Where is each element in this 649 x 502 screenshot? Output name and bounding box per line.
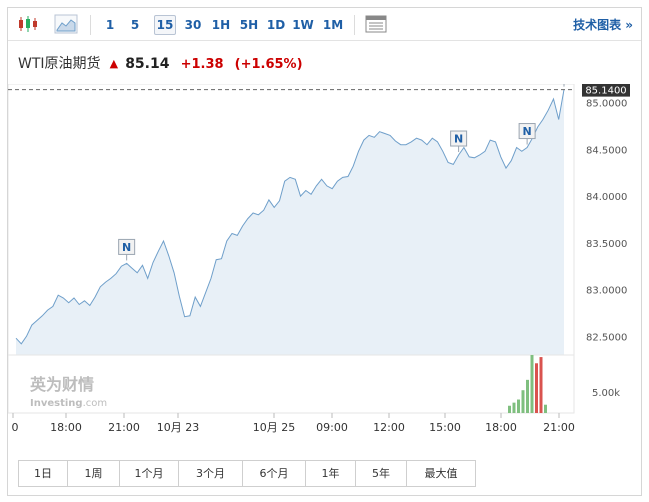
- range-button-0[interactable]: 1日: [19, 461, 68, 486]
- volume-bar: [521, 390, 525, 413]
- interval-1h[interactable]: 1H: [211, 18, 231, 32]
- news-marker[interactable]: N: [518, 123, 536, 145]
- news-marker[interactable]: N: [556, 84, 572, 87]
- toolbar-divider: [90, 15, 91, 35]
- price-tick-label: 83.5000: [586, 239, 627, 250]
- time-tick-label: 21:00: [108, 421, 140, 434]
- area-chart-icon[interactable]: [54, 14, 78, 34]
- watermark-brand-cn: 英为财情: [29, 375, 94, 394]
- volume-bar: [539, 357, 543, 413]
- price-tick-label: 85.0000: [586, 99, 627, 110]
- interval-5[interactable]: 5: [130, 18, 140, 32]
- price-line: [15, 89, 565, 345]
- price-tick-label: 84.5000: [586, 145, 627, 156]
- volume-tick-label: 5.00k: [592, 388, 620, 399]
- range-button-4[interactable]: 6个月: [243, 461, 306, 486]
- interval-1m[interactable]: 1M: [322, 18, 344, 32]
- volume-bar: [512, 402, 516, 413]
- range-selector: 1日 1周 1个月 3个月 6个月 1年 5年 最大值: [18, 460, 476, 487]
- toolbar-divider: [354, 15, 355, 35]
- time-tick-label: 18:00: [485, 421, 517, 434]
- interval-15[interactable]: 15: [154, 15, 176, 35]
- interval-30[interactable]: 30: [184, 18, 202, 32]
- news-marker[interactable]: N: [450, 130, 468, 153]
- last-price: 85.14: [125, 56, 170, 72]
- table-view-icon[interactable]: [364, 14, 388, 34]
- range-button-6[interactable]: 5年: [356, 461, 407, 486]
- interval-1w[interactable]: 1W: [292, 18, 314, 32]
- quote-header: WTI原油期货 ▲ 85.14 +1.38 (+1.65%): [18, 53, 303, 73]
- interval-1[interactable]: 1: [105, 18, 115, 32]
- volume-bar: [530, 355, 534, 413]
- price-chart[interactable]: 85.0000 84.5000 84.0000 83.5000 83.0000 82.50…: [8, 84, 641, 444]
- candlestick-icon[interactable]: [16, 14, 40, 34]
- volume-bar: [544, 404, 547, 413]
- volume-bar: [526, 379, 529, 413]
- interval-1d[interactable]: 1D: [266, 18, 286, 32]
- time-tick-label: 10月 23: [157, 421, 200, 434]
- investing-watermark: 英为财情 Investing.com: [29, 375, 107, 409]
- volume-plot-border: [8, 354, 575, 414]
- volume-bar: [508, 405, 511, 413]
- price-change: +1.38: [180, 57, 224, 72]
- interval-5h[interactable]: 5H: [239, 18, 259, 32]
- volume-bar: [535, 363, 538, 413]
- time-tick-label: 12:00: [373, 421, 405, 434]
- news-marker-label: N: [122, 241, 131, 254]
- time-tick-label: 10月 25: [253, 421, 296, 434]
- price-tick-label: 82.5000: [586, 332, 627, 343]
- time-tick-label: 21:00: [543, 421, 575, 434]
- range-button-3[interactable]: 3个月: [179, 461, 243, 486]
- chart-toolbar: 1 5 15 30 1H 5H 1D 1W 1M 技术图表 »: [8, 8, 641, 41]
- range-button-1[interactable]: 1周: [68, 461, 120, 486]
- price-change-percent: (+1.65%): [234, 57, 303, 72]
- time-tick-label: 09:00: [316, 421, 348, 434]
- instrument-name: WTI原油期货: [18, 56, 101, 72]
- range-button-5[interactable]: 1年: [306, 461, 356, 486]
- chart-widget: 1 5 15 30 1H 5H 1D 1W 1M 技术图表 » WTI原油期货 ▲ 85.14 …: [7, 7, 642, 496]
- time-tick-label: 15:00: [429, 421, 461, 434]
- news-marker-label: N: [454, 133, 463, 146]
- price-up-arrow-icon: ▲: [109, 57, 119, 70]
- watermark-brand-en: Investing.com: [30, 398, 107, 409]
- price-area-fill: [16, 89, 564, 355]
- price-tick-label: 84.0000: [586, 192, 627, 203]
- news-marker-label: N: [523, 125, 532, 138]
- technical-chart-link[interactable]: 技术图表 »: [573, 18, 633, 32]
- range-button-2[interactable]: 1个月: [120, 461, 179, 486]
- time-tick-label: 18:00: [50, 421, 82, 434]
- price-tick-label: 83.0000: [586, 286, 627, 297]
- last-price-tag-label: 85.1400: [585, 86, 626, 97]
- range-button-7[interactable]: 最大值: [424, 467, 458, 480]
- news-marker[interactable]: N: [118, 238, 136, 261]
- last-price-tag: 85.1400: [582, 84, 630, 97]
- time-tick-label: 0: [12, 421, 19, 434]
- volume-bar: [517, 399, 520, 413]
